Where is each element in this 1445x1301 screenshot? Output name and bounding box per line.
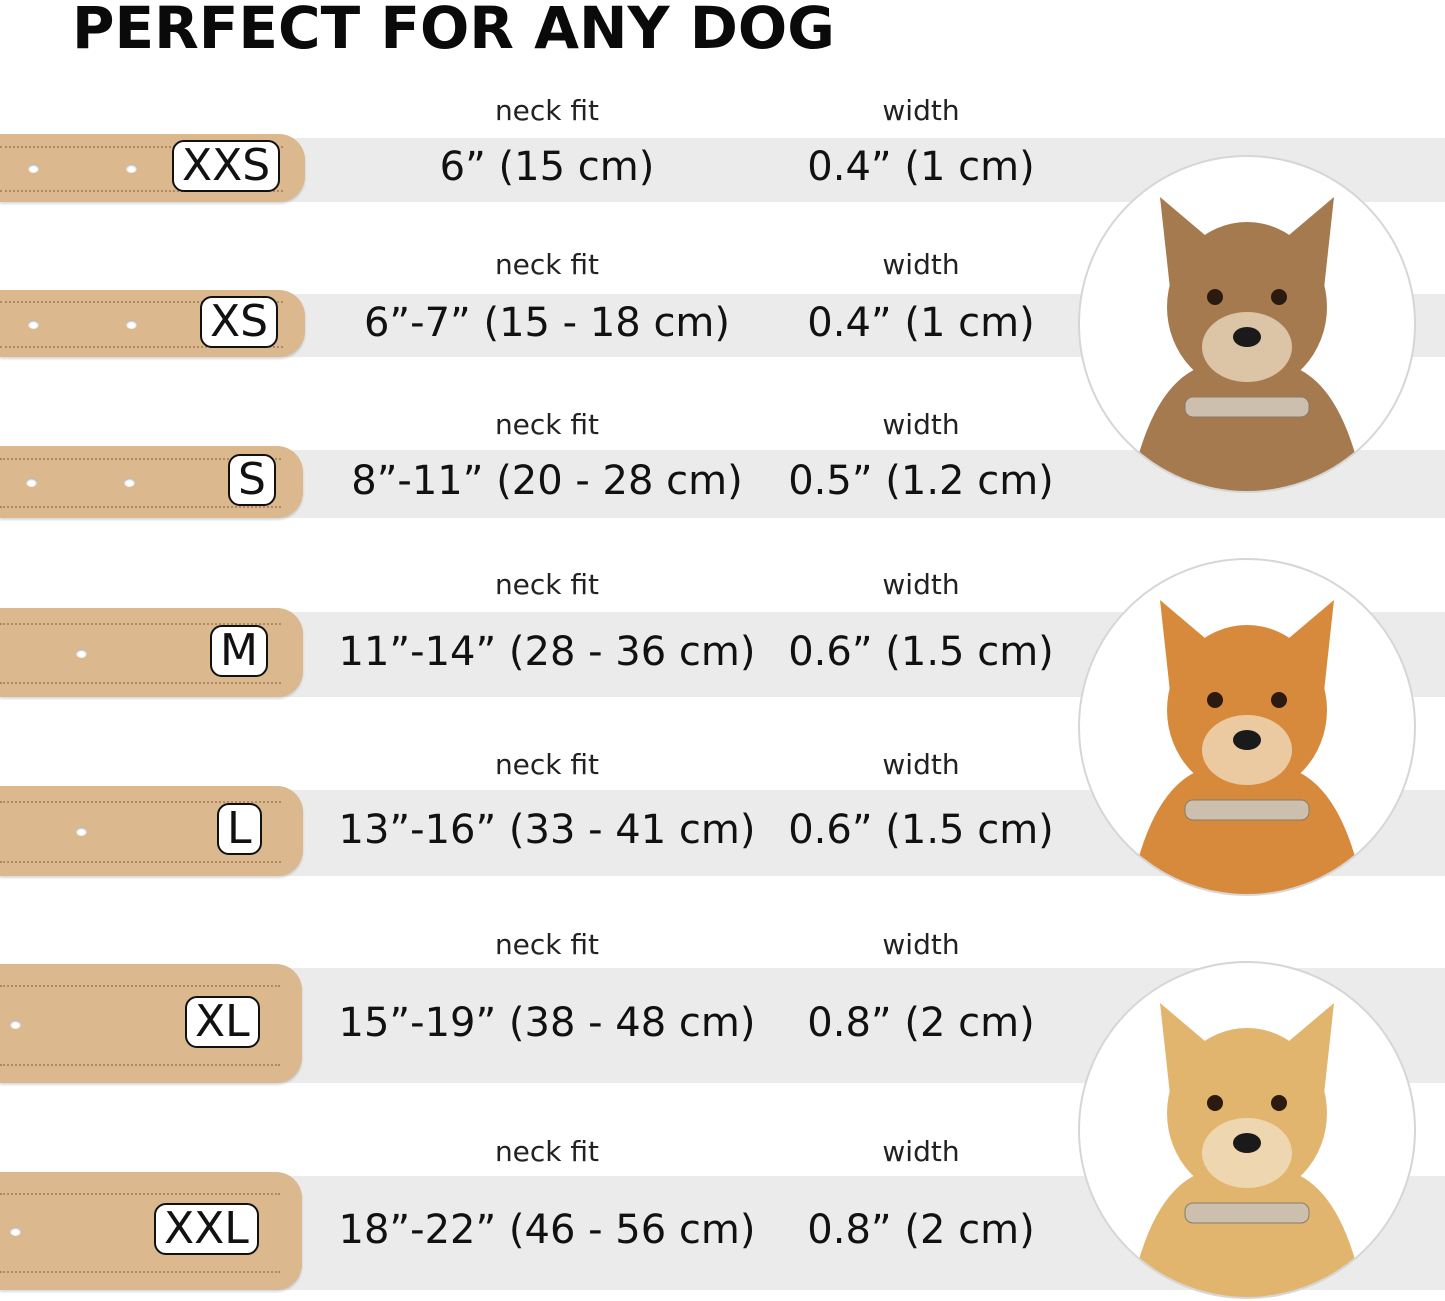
collar-strap-image: M [0, 608, 303, 697]
width-value: 0.6” (1.5 cm) [788, 628, 1054, 675]
collar-hole [10, 1019, 21, 1029]
neck-fit-label: neck fit [494, 408, 600, 441]
size-badge: S [228, 454, 276, 506]
width-value: 0.4” (1 cm) [807, 144, 1035, 190]
collar-strap-image: XXL [0, 1172, 302, 1290]
width-label: width [882, 568, 960, 601]
collar-hole [28, 319, 39, 329]
neck-fit-label: neck fit [494, 568, 600, 601]
small-terrier-dog-photo [1078, 155, 1416, 493]
collar-hole [26, 478, 37, 487]
width-value: 0.4” (1 cm) [807, 299, 1035, 346]
width-label: width [882, 248, 960, 281]
collar-strap-image: XL [0, 964, 302, 1083]
neck-fit-label: neck fit [494, 748, 600, 781]
neck-fit-value: 18”-22” (46 - 56 cm) [338, 1207, 756, 1253]
collar-strap-image: L [0, 786, 303, 876]
width-label: width [882, 408, 960, 441]
width-value: 0.8” (2 cm) [807, 999, 1035, 1046]
corgi-dog-photo [1078, 558, 1416, 896]
neck-fit-label: neck fit [494, 1135, 600, 1168]
collar-hole [126, 164, 137, 173]
collar-strap-image: XXS [0, 134, 305, 202]
neck-fit-value: 6” (15 cm) [439, 144, 655, 190]
collar-strap-image: XS [0, 290, 305, 357]
collar-hole [124, 478, 135, 487]
collar-hole [76, 648, 87, 658]
width-value: 0.8” (2 cm) [807, 1207, 1035, 1253]
size-badge: XL [185, 995, 260, 1048]
width-label: width [882, 928, 960, 961]
neck-fit-value: 8”-11” (20 - 28 cm) [351, 458, 743, 504]
size-badge: XXL [154, 1203, 259, 1255]
collar-hole [28, 164, 39, 173]
neck-fit-label: neck fit [494, 248, 600, 281]
neck-fit-value: 11”-14” (28 - 36 cm) [338, 628, 756, 675]
collar-hole [126, 319, 137, 329]
collar-strap-image: S [0, 446, 303, 518]
neck-fit-value: 13”-16” (33 - 41 cm) [338, 807, 756, 853]
size-badge: M [210, 624, 268, 677]
width-label: width [882, 94, 960, 127]
width-label: width [882, 748, 960, 781]
labrador-dog-photo [1078, 961, 1416, 1299]
neck-fit-value: 6”-7” (15 - 18 cm) [363, 299, 731, 346]
neck-fit-label: neck fit [494, 928, 600, 961]
page-title: PERFECT FOR ANY DOG [72, 0, 835, 62]
neck-fit-label: neck fit [494, 94, 600, 127]
size-badge: XXS [172, 140, 281, 192]
size-badge: L [217, 803, 262, 855]
size-badge: XS [200, 295, 279, 348]
collar-hole [76, 827, 87, 836]
neck-fit-value: 15”-19” (38 - 48 cm) [338, 999, 756, 1046]
width-label: width [882, 1135, 960, 1168]
width-value: 0.6” (1.5 cm) [788, 807, 1054, 853]
width-value: 0.5” (1.2 cm) [788, 458, 1054, 504]
collar-hole [10, 1227, 21, 1236]
